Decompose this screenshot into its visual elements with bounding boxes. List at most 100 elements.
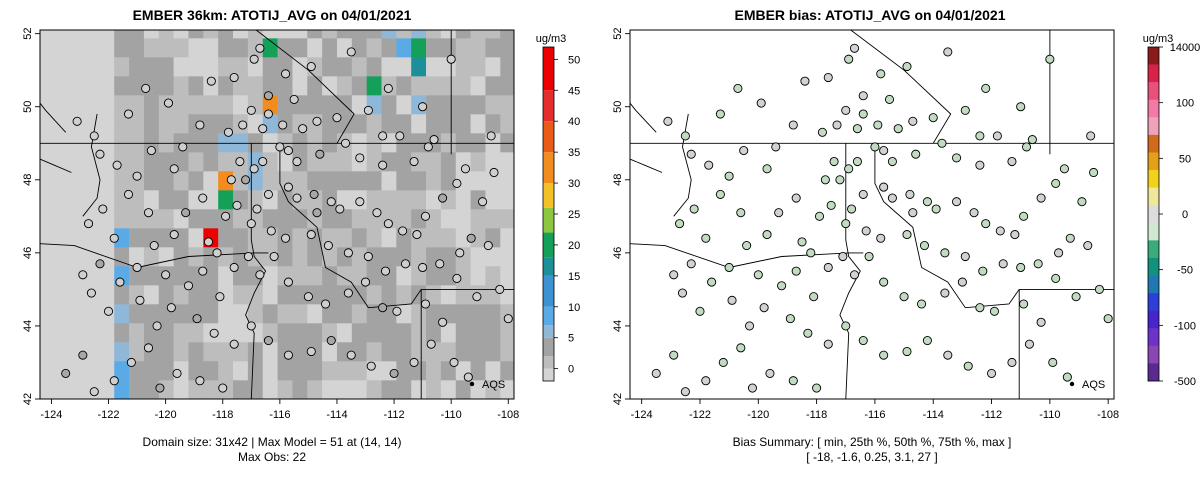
grid-cell	[114, 38, 130, 58]
colorbar-segment	[543, 207, 554, 233]
colorbar-tick-label: 10	[568, 302, 580, 314]
x-tick-label: -122	[98, 409, 120, 421]
grid-cell	[351, 342, 367, 362]
grid-cell	[336, 323, 353, 343]
grid-cell	[173, 114, 189, 134]
station-marker	[332, 113, 342, 123]
bias-station-marker	[701, 376, 711, 386]
grid-cell	[455, 209, 471, 229]
bias-station-marker	[736, 208, 746, 218]
bias-station-marker	[911, 149, 921, 159]
station-marker	[78, 350, 88, 360]
grid-cell	[188, 209, 204, 229]
bias-station-marker	[847, 204, 857, 214]
station-marker	[232, 200, 242, 210]
bias-station-marker	[870, 142, 880, 152]
grid-cell	[158, 133, 174, 153]
grid-cell	[485, 304, 501, 324]
station-marker	[221, 211, 231, 221]
grid-cell	[40, 30, 56, 39]
grid-cell	[277, 190, 293, 210]
station-marker	[363, 251, 373, 262]
grid-cell	[114, 323, 130, 343]
grid-cell	[262, 285, 278, 305]
grid-cell	[129, 209, 145, 229]
bias-station-marker	[677, 288, 688, 298]
bias-colorbar-segment	[1148, 187, 1159, 206]
station-marker	[423, 142, 433, 152]
station-marker	[412, 230, 422, 240]
grid-cell	[99, 133, 115, 153]
bias-station-marker	[1051, 273, 1061, 283]
grid-cell	[396, 30, 412, 39]
grid-cell	[262, 304, 278, 324]
station-marker	[315, 149, 325, 159]
grid-cell	[440, 38, 457, 58]
y-tick-label: 44	[612, 320, 624, 332]
grid-cell	[277, 380, 293, 399]
bias-station-marker	[849, 43, 860, 53]
station-marker	[255, 43, 265, 53]
station-marker	[355, 153, 365, 163]
grid-cell	[292, 380, 308, 399]
station-marker	[460, 164, 471, 174]
grid-cell	[351, 380, 367, 399]
grid-cell	[381, 95, 397, 115]
grid-cell	[69, 133, 85, 153]
grid-cell	[129, 114, 145, 134]
station-marker	[229, 72, 239, 83]
station-marker	[178, 142, 188, 152]
bias-station-marker	[975, 131, 985, 141]
bias-colorbar-segment	[1148, 152, 1159, 171]
grid-cell	[114, 209, 130, 229]
grid-cell	[351, 209, 367, 229]
station-marker	[275, 142, 285, 152]
grid-cell	[54, 190, 70, 210]
grid-cell	[233, 57, 249, 77]
station-marker	[212, 248, 222, 258]
colorbar-tick-label: 40	[568, 116, 580, 128]
grid-cell	[129, 304, 145, 324]
bias-station-marker	[747, 383, 758, 393]
colorbar-segment	[543, 232, 554, 258]
grid-cell	[262, 266, 278, 286]
grid-cell	[143, 380, 160, 399]
grid-cell	[500, 247, 514, 267]
grid-cell	[114, 285, 130, 305]
grid-cell	[143, 247, 160, 267]
border-line	[40, 243, 269, 268]
grid-cell	[351, 228, 367, 248]
bias-station-marker	[841, 105, 851, 115]
grid-cell	[292, 247, 308, 267]
grid-cell	[188, 76, 204, 96]
x-tick-label: -118	[806, 409, 827, 421]
grid-cell	[218, 342, 234, 362]
grid-cell	[54, 76, 70, 96]
grid-cell	[455, 30, 471, 39]
grid-cell	[470, 247, 486, 267]
station-marker	[283, 277, 293, 287]
grid-cell	[455, 380, 471, 399]
grid-cell	[500, 133, 514, 153]
grid-cell	[188, 171, 204, 191]
station-marker	[281, 69, 291, 79]
bias-station-marker	[1010, 230, 1020, 240]
bias-station-marker	[963, 361, 973, 371]
station-marker	[495, 284, 505, 294]
grid-cell	[440, 380, 457, 399]
grid-cell	[292, 57, 308, 77]
bias-station-marker	[858, 109, 868, 119]
bias-station-marker	[952, 197, 962, 207]
grid-cell	[247, 247, 264, 267]
grid-cell	[40, 76, 56, 96]
bias-station-marker	[861, 226, 871, 236]
bias-station-marker	[753, 270, 763, 280]
grid-cell	[247, 304, 264, 324]
station-marker	[366, 361, 376, 371]
grid-cell	[247, 361, 264, 381]
grid-cell	[173, 304, 189, 324]
bias-colorbar-segment	[1148, 240, 1159, 259]
bias-station-marker	[844, 54, 854, 64]
left-aqs-legend-label: AQS	[482, 379, 505, 391]
colorbar-tick-label: 15	[568, 271, 580, 283]
